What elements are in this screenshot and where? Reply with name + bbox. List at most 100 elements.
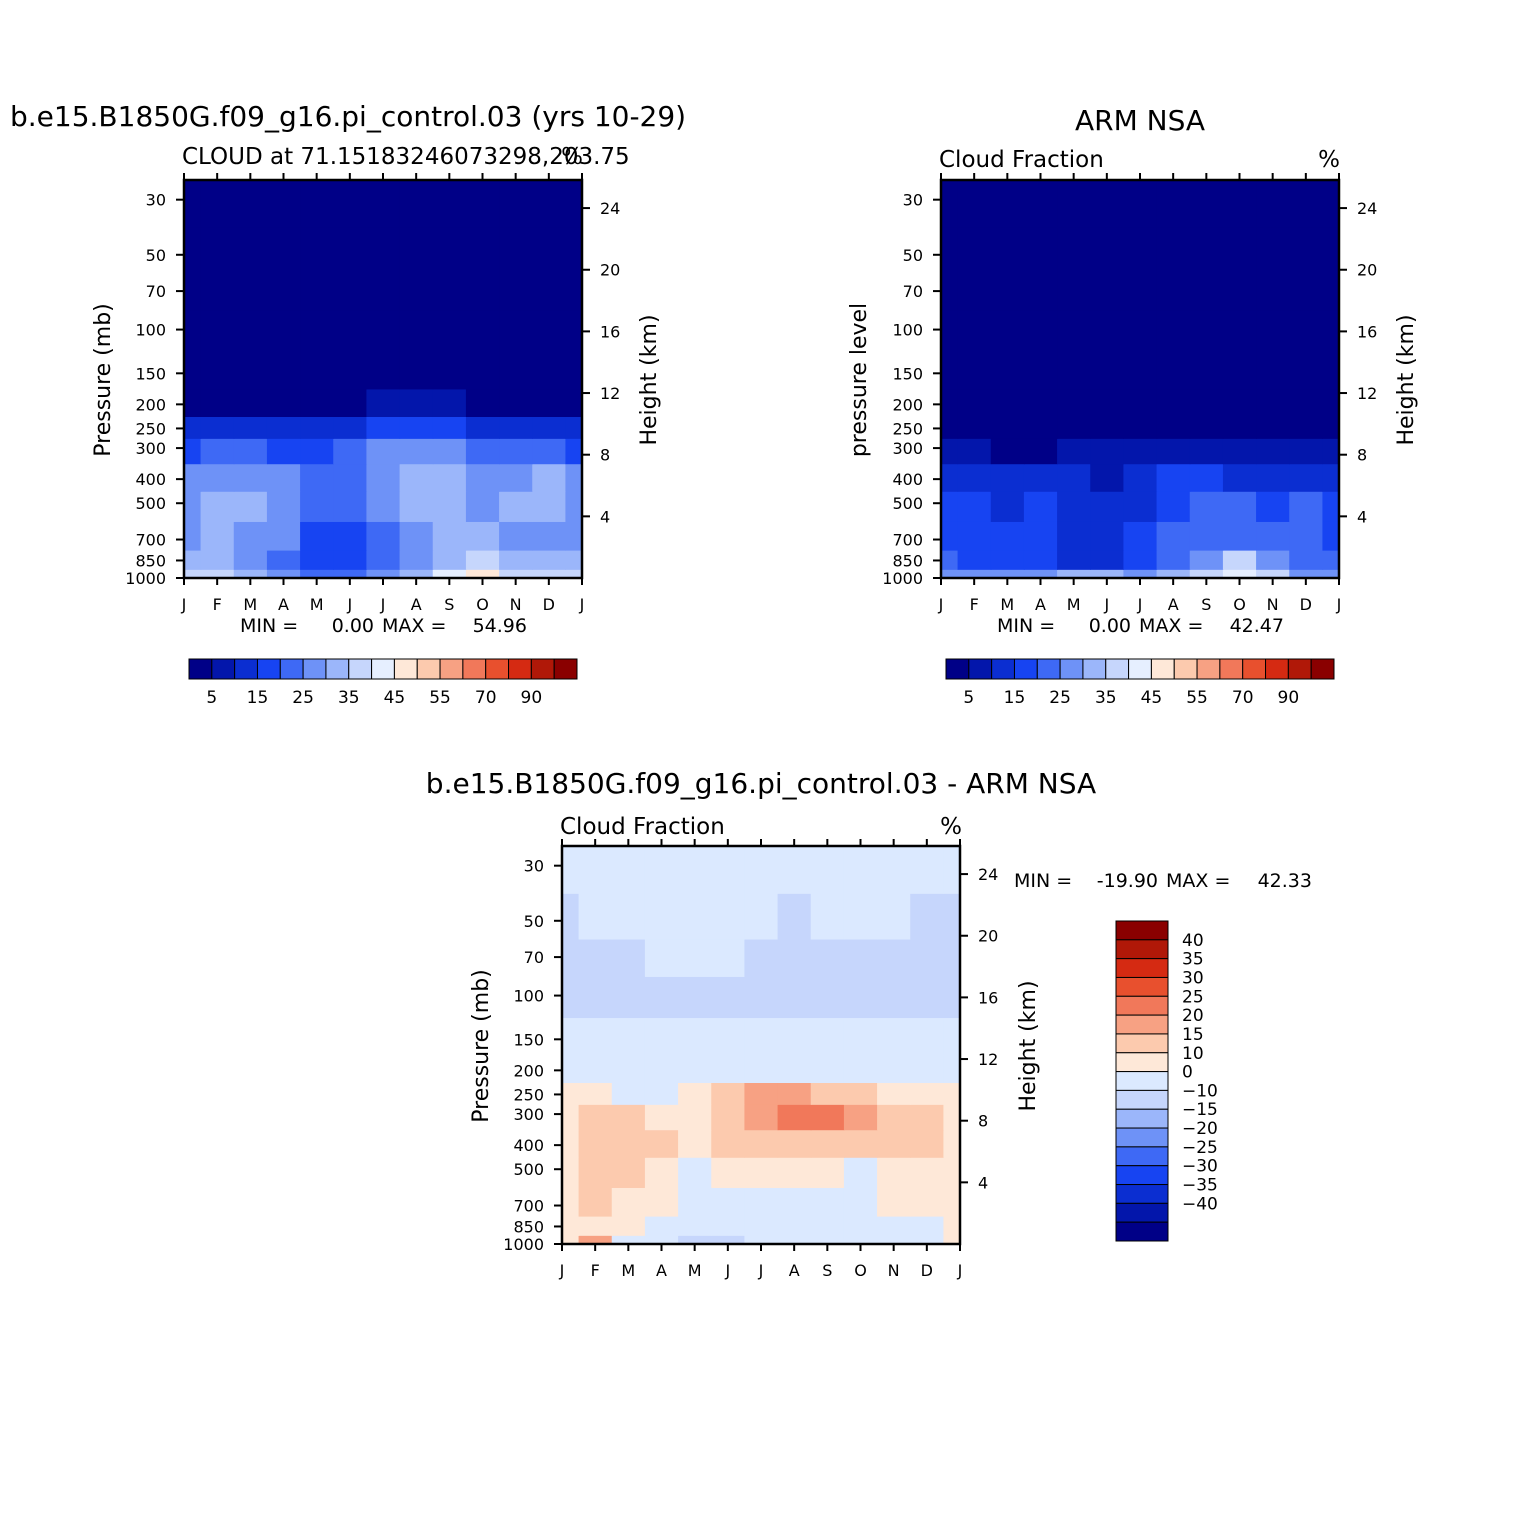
colorbar-swatch xyxy=(1310,658,1335,680)
heatmap-cell xyxy=(465,416,500,439)
heatmap-cell xyxy=(562,1187,580,1217)
x-tick-label: M xyxy=(688,1261,702,1280)
heatmap-cell xyxy=(266,463,301,492)
colorbar-label: 25 xyxy=(292,688,314,708)
heatmap-cell xyxy=(990,463,1025,492)
colorbar-swatch xyxy=(1115,1052,1169,1073)
heatmap-cell xyxy=(333,438,368,465)
heatmap-cell xyxy=(532,491,567,522)
panel-obs-min-value: 0.00 xyxy=(1089,615,1131,637)
panel-diff-units: % xyxy=(940,814,962,840)
heatmap-cell xyxy=(941,180,959,228)
heatmap-cell xyxy=(1057,310,1091,353)
heatmap-cell xyxy=(266,272,301,311)
heatmap-cell xyxy=(465,463,500,492)
heatmap-cell xyxy=(432,521,467,551)
heatmap-cell xyxy=(565,227,582,274)
y2-tick-label: 4 xyxy=(1357,507,1367,526)
heatmap-cell xyxy=(333,310,368,353)
heatmap-cell xyxy=(1123,351,1158,390)
heatmap-cell xyxy=(432,438,467,465)
heatmap-cell xyxy=(1189,549,1224,570)
heatmap-cell xyxy=(266,351,301,390)
colorbar-swatch xyxy=(1115,1014,1169,1035)
panel-obs-y2label: Height (km) xyxy=(1394,314,1419,445)
heatmap-cell xyxy=(611,893,646,940)
colorbar-swatch xyxy=(1115,1165,1169,1186)
colorbar-label: 25 xyxy=(1049,688,1071,708)
heatmap-cell xyxy=(990,549,1025,570)
colorbar-swatch xyxy=(1115,920,1169,941)
heatmap-cell xyxy=(1156,310,1191,353)
heatmap-cell xyxy=(843,1235,878,1244)
heatmap-cell xyxy=(810,976,845,1019)
panel-obs: ARM NSA Cloud Fraction % J F M A M J J A S O N D J 30… xyxy=(847,104,1419,708)
heatmap-cell xyxy=(532,438,567,465)
heatmap-cell xyxy=(1289,388,1324,417)
heatmap-cell xyxy=(1289,416,1324,439)
y-tick-label: 150 xyxy=(513,1030,544,1049)
panel-model-min-value: 0.00 xyxy=(332,615,374,637)
heatmap-cell xyxy=(300,180,334,228)
x-tick-label: F xyxy=(213,595,222,614)
colorbar-label: 90 xyxy=(1278,688,1300,708)
heatmap-cell xyxy=(943,938,960,977)
heatmap-cell xyxy=(200,310,235,353)
heatmap-cell xyxy=(843,976,878,1019)
heatmap-cell xyxy=(565,549,582,570)
heatmap-cell xyxy=(1090,491,1125,522)
heatmap-cell xyxy=(333,416,368,439)
panel-diff-subtitle: Cloud Fraction xyxy=(560,814,725,840)
heatmap-cell xyxy=(1090,438,1125,465)
heatmap-cell xyxy=(1023,521,1058,551)
heatmap-cell xyxy=(562,938,580,977)
colorbar-label: 35 xyxy=(1182,950,1204,970)
x-tick-label: O xyxy=(1233,595,1246,614)
heatmap-cell xyxy=(1189,227,1224,274)
panel-model-title: b.e15.B1850G.f09_g16.pi_control.03 (yrs … xyxy=(10,100,686,133)
heatmap-cell xyxy=(1256,388,1290,417)
colorbar-label: 45 xyxy=(384,688,406,708)
heatmap-cell xyxy=(711,1215,746,1236)
heatmap-cell xyxy=(300,549,334,570)
heatmap-cell xyxy=(1256,416,1290,439)
heatmap-cell xyxy=(465,521,500,551)
heatmap-cell xyxy=(1256,491,1290,522)
heatmap-cell xyxy=(184,351,202,390)
colorbar-swatch xyxy=(188,658,213,680)
heatmap-cell xyxy=(1023,549,1058,570)
heatmap-cell xyxy=(578,1129,613,1158)
heatmap-cell xyxy=(843,1054,878,1083)
heatmap-cell xyxy=(465,438,500,465)
heatmap-cell xyxy=(777,1017,812,1056)
heatmap-cell xyxy=(644,938,679,977)
heatmap-cell xyxy=(578,1017,613,1056)
heatmap-cell xyxy=(233,569,268,578)
colorbar-label: 35 xyxy=(1095,688,1117,708)
heatmap-cell xyxy=(1222,569,1257,578)
x-tick-label: O xyxy=(854,1261,867,1280)
y2-tick-label: 8 xyxy=(1357,446,1367,465)
heatmap-cell xyxy=(644,1187,679,1217)
heatmap-cell xyxy=(990,416,1025,439)
heatmap-cell xyxy=(810,1157,845,1188)
panel-diff: b.e15.B1850G.f09_g16.pi_control.03 - ARM… xyxy=(426,767,1312,1280)
heatmap-cell xyxy=(744,1157,779,1188)
heatmap-cell xyxy=(1156,180,1191,228)
heatmap-cell xyxy=(184,491,202,522)
heatmap-cell xyxy=(1023,491,1058,522)
panel-model-min-label: MIN = xyxy=(240,615,298,637)
heatmap-cell xyxy=(399,463,434,492)
x-tick-label: D xyxy=(1300,595,1312,614)
heatmap-cell xyxy=(200,272,235,311)
heatmap-cell xyxy=(943,1017,960,1056)
colorbar-swatch xyxy=(1013,658,1038,680)
heatmap-cell xyxy=(562,1157,580,1188)
heatmap-cell xyxy=(644,1129,679,1158)
heatmap-cell xyxy=(184,549,202,570)
heatmap-cell xyxy=(1222,521,1257,551)
heatmap-cell xyxy=(184,272,202,311)
heatmap-cell xyxy=(184,180,202,228)
heatmap-cell xyxy=(1123,180,1158,228)
